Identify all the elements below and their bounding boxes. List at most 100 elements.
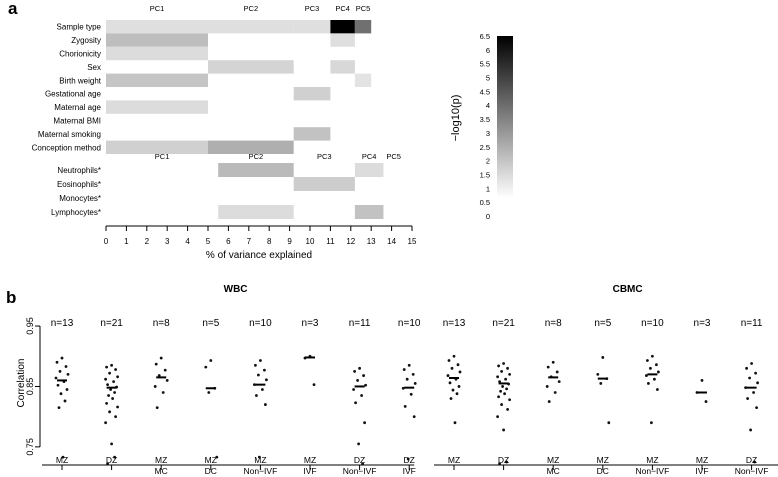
data-point [655, 363, 658, 367]
group-label-line1: MZ [646, 455, 658, 465]
x-tick-label: 4 [185, 237, 190, 246]
data-point [108, 371, 111, 375]
group-count: n=13 [443, 318, 466, 329]
colorbar-tick-label: 6.5 [480, 32, 490, 41]
colorbar-tick-label: 0.5 [480, 198, 490, 207]
group-label-line1: DZ [106, 455, 117, 465]
data-point [409, 392, 413, 396]
panel-title: CBMC [613, 284, 643, 295]
data-point [263, 368, 266, 372]
group-count: n=3 [694, 318, 711, 329]
data-point [496, 415, 499, 419]
data-point [161, 391, 165, 394]
data-point [259, 359, 262, 362]
covariate-pc-label: PC1 [150, 4, 165, 13]
colorbar-tick-label: 6 [486, 46, 490, 55]
x-axis-label: % of variance explained [206, 250, 312, 261]
data-point [209, 359, 213, 362]
data-point [58, 369, 62, 373]
covariate-cell [106, 100, 208, 114]
data-point [60, 356, 64, 360]
data-point [113, 455, 116, 459]
group-label-line1: DZ [746, 455, 757, 465]
data-point [748, 376, 751, 380]
group-label-line1: MZ [304, 455, 316, 465]
group-label-line2: Non−IVF [735, 466, 769, 476]
data-point [110, 442, 113, 446]
panel-title: WBC [224, 284, 248, 295]
celltype-row-label: Monocytes* [59, 194, 101, 203]
data-point [453, 421, 457, 425]
data-point [108, 410, 111, 414]
data-point [353, 369, 356, 373]
colorbar-tick-label: 0 [486, 212, 490, 221]
data-point [656, 388, 659, 391]
data-point [413, 382, 417, 385]
data-point [153, 385, 157, 388]
data-point [446, 374, 450, 377]
data-point [754, 371, 757, 375]
data-point [352, 388, 355, 391]
group-label-line1: MZ [56, 455, 68, 465]
data-point [555, 370, 559, 374]
data-point [546, 365, 550, 369]
group-count: n=21 [100, 318, 123, 329]
data-point [753, 460, 756, 464]
data-point [499, 389, 502, 393]
colorbar: 0 0.5 1 1.5 2 2.5 3 3.5 4 4.5 5 5.5 6 6.5 [480, 32, 513, 221]
data-point [458, 370, 462, 374]
data-point [503, 392, 506, 396]
covariate-cell [106, 33, 208, 47]
covariate-cell [208, 140, 294, 154]
data-point [258, 455, 261, 459]
x-tick-label: 10 [306, 237, 315, 246]
data-point [457, 385, 461, 388]
covariate-row-label: Birth weight [59, 76, 102, 85]
covariate-row-label: Sample type [57, 23, 102, 32]
data-point [596, 372, 600, 376]
celltype-heatmap: PC1 PC2 PC3 PC4 PC5 Neutrophils* Eosinophils* M… [51, 152, 401, 219]
x-tick-label: 2 [145, 237, 150, 246]
covariate-row-label: Chorionicity [59, 50, 101, 59]
data-point [447, 359, 451, 362]
data-point [607, 421, 611, 425]
group-label-line1: MZ [597, 455, 609, 465]
covariate-row-label: Maternal BMI [53, 117, 101, 126]
data-point [207, 391, 211, 394]
celltype-row-label: Lymphocytes* [51, 208, 101, 217]
data-point [215, 455, 219, 459]
group-label-line1: MZ [254, 455, 266, 465]
data-point [402, 368, 406, 371]
y-tick-label: 0.95 [25, 317, 35, 335]
data-point [116, 405, 119, 409]
data-point [653, 377, 656, 381]
data-point [508, 372, 511, 376]
data-point [204, 365, 208, 369]
colorbar-tick-label: 5 [486, 74, 490, 83]
data-point [362, 374, 365, 377]
variance-x-axis: 0 1 2 3 4 5 6 7 8 9 10 11 12 13 14 15 [104, 225, 417, 246]
data-point [106, 383, 109, 387]
group-label-line1: MZ [696, 455, 708, 465]
data-point [746, 397, 749, 400]
covariate-cell [208, 60, 294, 74]
celltype-row-label: Eosinophils* [57, 180, 101, 189]
celltype-cell [354, 205, 384, 219]
covariate-cell [354, 73, 372, 87]
data-point [752, 391, 755, 394]
data-point [651, 354, 654, 358]
data-point [505, 387, 508, 391]
x-tick-label: 13 [367, 237, 376, 246]
covariate-cell [293, 127, 331, 141]
data-point [403, 404, 407, 408]
data-point [66, 372, 70, 376]
data-point [545, 385, 549, 388]
y-tick-label: 0.75 [25, 438, 35, 456]
group-count: n=11 [741, 318, 763, 329]
data-point [553, 391, 557, 394]
data-point [504, 377, 507, 381]
covariate-row-label: Zygosity [71, 36, 101, 45]
data-point [551, 360, 555, 364]
data-point [650, 421, 653, 425]
